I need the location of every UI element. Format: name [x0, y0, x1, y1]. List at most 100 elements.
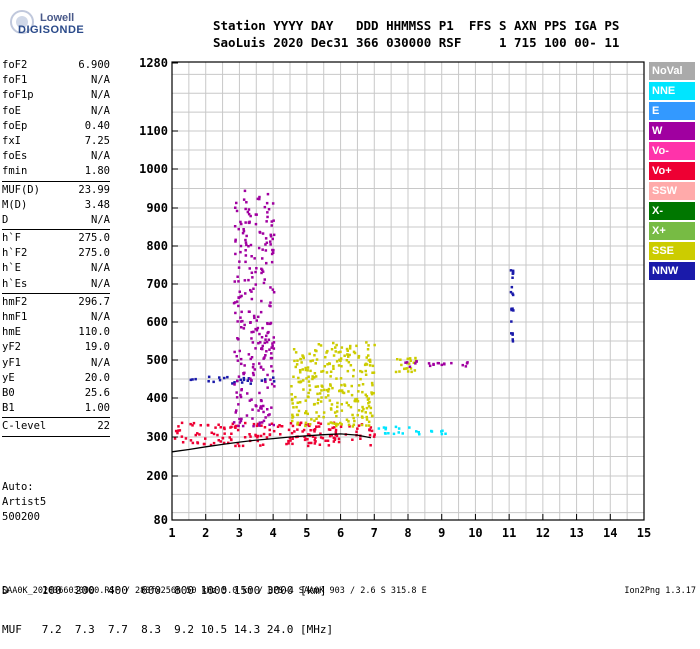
echo-point — [243, 436, 247, 439]
legend-entry: X- — [649, 202, 695, 220]
echo-point — [308, 388, 312, 392]
x-tick-label: 3 — [236, 526, 243, 540]
echo-point — [291, 437, 294, 440]
echo-point — [270, 365, 273, 368]
echo-point — [272, 341, 276, 344]
echo-point — [251, 341, 255, 344]
echo-point — [325, 388, 329, 392]
echo-point — [314, 385, 318, 388]
y-tick-label: 80 — [154, 513, 168, 527]
echo-point — [332, 341, 335, 345]
echo-point — [359, 369, 362, 373]
echo-point — [309, 429, 312, 432]
echo-point — [244, 221, 247, 224]
echo-point — [308, 352, 311, 356]
param-value: 23.99 — [78, 183, 110, 196]
echo-point — [365, 418, 369, 421]
param-label: foF1 — [2, 74, 28, 87]
logo-digisonde-text: DIGISONDE — [18, 24, 85, 36]
echo-point — [511, 293, 515, 297]
echo-point — [430, 430, 434, 433]
legend-entry: SSE — [649, 242, 695, 260]
echo-point — [240, 362, 243, 366]
x-tick-label: 5 — [303, 526, 310, 540]
legend-entry: Vo+ — [649, 162, 695, 180]
echo-point — [359, 377, 362, 381]
x-tick-label: 1 — [168, 526, 175, 540]
echo-point — [340, 409, 344, 412]
echo-point — [332, 367, 335, 370]
echo-point — [320, 370, 323, 373]
echo-point — [364, 411, 367, 414]
header-line-2: SaoLuis 2020 Dec31 366 030000 RSF 1 715 … — [213, 35, 620, 50]
echo-point — [345, 359, 349, 362]
param-separator — [2, 292, 110, 294]
echo-point — [217, 439, 220, 442]
y-tick-label: 1000 — [139, 162, 168, 176]
echo-point — [354, 398, 357, 401]
echo-point — [413, 369, 417, 372]
echo-point — [313, 354, 316, 357]
echo-point — [510, 320, 513, 323]
echo-point — [237, 403, 240, 406]
param-label: yF2 — [2, 341, 21, 354]
echo-point — [315, 417, 318, 420]
echo-point — [412, 361, 416, 364]
echo-point — [365, 424, 368, 427]
echo-point — [365, 415, 368, 419]
echo-point — [316, 401, 320, 405]
chart-grid — [171, 62, 645, 520]
echo-point — [368, 433, 372, 437]
param-separator — [2, 417, 110, 419]
echo-point — [392, 432, 396, 436]
echo-point — [364, 373, 368, 376]
echo-point — [249, 357, 252, 361]
echo-point — [244, 207, 247, 211]
param-label: B1 — [2, 402, 15, 415]
echo-point — [202, 442, 206, 446]
param-value: 25.6 — [84, 386, 110, 399]
echo-point — [270, 422, 274, 425]
echo-point — [370, 391, 373, 394]
echo-point — [320, 396, 323, 399]
echo-point — [338, 389, 342, 392]
echo-point — [237, 280, 240, 283]
echo-point — [335, 410, 339, 413]
echo-point — [302, 379, 305, 382]
x-tick-label: 6 — [337, 526, 344, 540]
echo-point — [260, 379, 264, 382]
echo-point — [372, 391, 375, 395]
echo-point — [256, 439, 259, 443]
echo-point — [313, 428, 317, 431]
x-tick-label: 13 — [569, 526, 583, 540]
legend-entry: NNW — [649, 262, 695, 280]
scaled-parameters: foF2 6.900 foF1 N/A foF1p N/A foE N/A foEp 0.40 fx… — [2, 58, 110, 438]
echo-point — [230, 425, 233, 429]
param-row: h`F 275.0 — [2, 231, 110, 246]
echo-point — [234, 426, 237, 429]
echo-point — [330, 433, 333, 437]
echo-point — [291, 442, 294, 446]
param-row: foEs N/A — [2, 149, 110, 164]
echo-point — [235, 396, 239, 399]
polarization-legend: NoVal NNE E W Vo- Vo+ SSW X- X+ SSE NNW — [649, 62, 695, 282]
echo-point — [301, 430, 304, 433]
echo-point — [267, 208, 271, 211]
autoscaling-info: Auto: Artist5 500200 — [2, 480, 46, 525]
echo-point — [268, 433, 272, 436]
echo-point — [296, 421, 299, 424]
echo-point — [276, 425, 280, 428]
echo-point — [247, 245, 250, 248]
echo-point — [387, 432, 390, 435]
muf-row: MUF 7.2 7.3 7.7 8.3 9.2 10.5 14.3 24.0 [… — [2, 623, 334, 636]
echo-point — [398, 370, 401, 373]
param-value: N/A — [91, 89, 110, 102]
echo-point — [328, 434, 332, 438]
echo-point — [266, 373, 269, 377]
echo-point — [250, 290, 253, 293]
echo-point — [304, 366, 307, 370]
echo-point — [302, 428, 306, 432]
echo-point — [326, 349, 329, 353]
echo-point — [239, 220, 242, 224]
echo-point — [264, 338, 267, 341]
